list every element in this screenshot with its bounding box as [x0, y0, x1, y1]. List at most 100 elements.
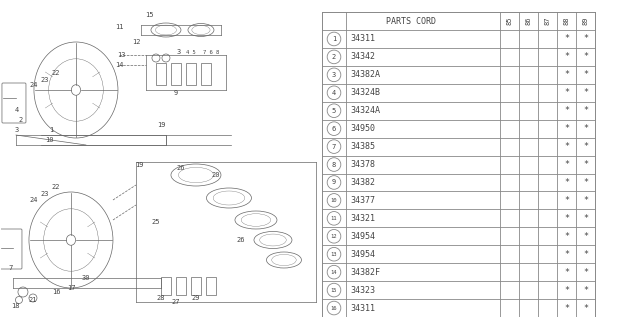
Text: *: * — [583, 214, 588, 223]
Text: 1: 1 — [332, 36, 336, 42]
Text: 12: 12 — [132, 39, 140, 45]
Text: 17: 17 — [67, 285, 76, 291]
Text: *: * — [583, 268, 588, 277]
Text: 15: 15 — [145, 12, 153, 18]
Text: 19: 19 — [134, 162, 143, 168]
Text: 12: 12 — [331, 234, 337, 239]
Text: 34385: 34385 — [350, 142, 375, 151]
Text: *: * — [564, 304, 569, 313]
Text: 11: 11 — [331, 216, 337, 221]
Text: 4: 4 — [15, 107, 19, 113]
Text: *: * — [564, 160, 569, 169]
Text: 34954: 34954 — [350, 250, 375, 259]
Text: 8: 8 — [332, 162, 336, 168]
Text: *: * — [583, 178, 588, 187]
Text: *: * — [564, 142, 569, 151]
Text: 34324A: 34324A — [350, 106, 380, 115]
Text: *: * — [583, 304, 588, 313]
Text: 13: 13 — [116, 52, 125, 58]
Text: *: * — [564, 250, 569, 259]
Text: 7: 7 — [9, 265, 13, 271]
Text: *: * — [583, 106, 588, 115]
Text: *: * — [583, 232, 588, 241]
Text: 30: 30 — [82, 275, 90, 281]
Text: 4: 4 — [332, 90, 336, 96]
Text: 16: 16 — [331, 306, 337, 310]
Text: 34323: 34323 — [350, 285, 375, 295]
Text: 27: 27 — [172, 299, 180, 305]
Text: 3: 3 — [332, 72, 336, 78]
Text: 2: 2 — [332, 54, 336, 60]
Text: 13: 13 — [331, 252, 337, 257]
Text: 22: 22 — [52, 70, 60, 76]
Text: *: * — [583, 196, 588, 205]
Text: *: * — [583, 35, 588, 44]
Text: *: * — [583, 285, 588, 295]
Text: *: * — [564, 70, 569, 79]
Text: 34377: 34377 — [350, 196, 375, 205]
Text: 7: 7 — [332, 144, 336, 149]
Text: 21: 21 — [29, 297, 37, 303]
Text: 16: 16 — [52, 289, 60, 295]
Text: *: * — [564, 268, 569, 277]
Text: 28: 28 — [157, 295, 165, 301]
Text: 11: 11 — [115, 24, 124, 30]
Text: *: * — [564, 52, 569, 61]
Text: *: * — [564, 196, 569, 205]
Text: 24: 24 — [29, 197, 38, 203]
Text: 86: 86 — [525, 17, 531, 25]
Text: *: * — [583, 124, 588, 133]
Text: 10: 10 — [331, 198, 337, 203]
Text: 87: 87 — [545, 17, 550, 25]
Text: 6: 6 — [332, 126, 336, 132]
Text: 10: 10 — [45, 137, 53, 143]
Text: 24: 24 — [29, 82, 38, 88]
Text: *: * — [564, 214, 569, 223]
Text: 34954: 34954 — [350, 232, 375, 241]
Text: 23: 23 — [41, 191, 49, 197]
Text: 34321: 34321 — [350, 214, 375, 223]
Text: 14: 14 — [115, 62, 124, 68]
Text: *: * — [564, 106, 569, 115]
Text: 85: 85 — [506, 17, 513, 25]
Text: 89: 89 — [582, 17, 589, 25]
Text: 34950: 34950 — [350, 124, 375, 133]
Text: PARTS CORD: PARTS CORD — [386, 17, 436, 26]
Text: *: * — [564, 178, 569, 187]
Text: 29: 29 — [192, 295, 200, 301]
Text: 2: 2 — [19, 117, 23, 123]
Text: 18: 18 — [11, 303, 19, 309]
Text: *: * — [564, 35, 569, 44]
Text: 14: 14 — [331, 270, 337, 275]
Text: 5: 5 — [332, 108, 336, 114]
Text: 19: 19 — [157, 122, 165, 128]
Text: 15: 15 — [331, 288, 337, 292]
Text: *: * — [583, 250, 588, 259]
Text: 26: 26 — [177, 165, 185, 171]
Text: 34324B: 34324B — [350, 88, 380, 97]
Text: *: * — [583, 52, 588, 61]
Text: 9: 9 — [332, 180, 336, 186]
Text: 88: 88 — [563, 17, 570, 25]
Text: *: * — [583, 142, 588, 151]
Text: 1: 1 — [49, 127, 53, 133]
Text: *: * — [583, 88, 588, 97]
Text: 3: 3 — [15, 127, 19, 133]
Text: 34382: 34382 — [350, 178, 375, 187]
Text: *: * — [564, 285, 569, 295]
Text: 25: 25 — [152, 219, 160, 225]
Text: 7 6 8: 7 6 8 — [203, 50, 219, 54]
Text: 3: 3 — [177, 49, 181, 55]
Text: 34311: 34311 — [350, 35, 375, 44]
Text: 34378: 34378 — [350, 160, 375, 169]
Text: *: * — [564, 88, 569, 97]
Text: *: * — [564, 124, 569, 133]
Text: *: * — [564, 232, 569, 241]
Text: *: * — [583, 70, 588, 79]
Text: 34342: 34342 — [350, 52, 375, 61]
Text: 20: 20 — [212, 172, 220, 178]
Text: 4 5: 4 5 — [186, 50, 196, 54]
Text: 9: 9 — [174, 90, 178, 96]
Text: 34311: 34311 — [350, 304, 375, 313]
Text: 23: 23 — [41, 77, 49, 83]
